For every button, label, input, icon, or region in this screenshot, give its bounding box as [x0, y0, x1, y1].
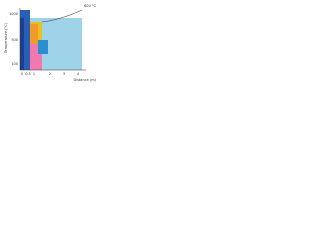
- y-axis-label: Temperature (°C): [4, 22, 8, 54]
- region-blue-small: [38, 40, 48, 54]
- x-tick-label: 1: [33, 72, 35, 76]
- region-blue: [20, 10, 30, 70]
- y-tick-label: 500: [11, 38, 18, 42]
- legend: 600 °C: [84, 4, 97, 8]
- x-tick-label: 4: [77, 72, 80, 76]
- x-tick-label: 3: [63, 72, 65, 76]
- x-tick-label: 2: [49, 72, 51, 76]
- y-tick-label: 1000: [9, 12, 18, 16]
- diagram: Temperature (°C) 1000 500 100 0 0.5 1 2 …: [0, 0, 100, 95]
- curve: [41, 9, 83, 23]
- x-tick-label: 0: [21, 72, 23, 76]
- x-tick-label: 0.5: [25, 72, 31, 76]
- x-axis-label: Distance (m): [73, 78, 96, 82]
- y-tick-label: 100: [11, 62, 18, 66]
- region-dark-blue: [20, 18, 24, 70]
